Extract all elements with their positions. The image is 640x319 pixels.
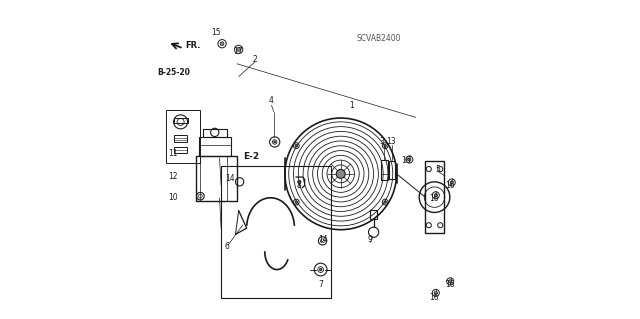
Circle shape [298,180,301,183]
Text: 12: 12 [168,172,177,181]
Circle shape [384,201,387,203]
Text: 8: 8 [296,181,301,189]
Circle shape [295,201,298,203]
Text: 4: 4 [269,96,274,105]
Text: 10: 10 [168,193,177,202]
Text: 11: 11 [168,149,177,158]
Bar [174,147,188,153]
Bar [221,166,331,298]
Bar [381,160,388,180]
Circle shape [384,145,387,147]
Text: 14: 14 [225,174,235,183]
Text: 1: 1 [349,101,354,110]
Text: 16: 16 [429,293,439,302]
Bar [196,156,237,201]
Text: 16: 16 [429,194,439,203]
Bar [203,129,227,137]
Circle shape [449,280,452,283]
Text: 15: 15 [211,28,221,37]
Bar [174,135,188,142]
Text: 14: 14 [317,235,328,244]
Text: 5: 5 [436,165,440,174]
Text: 7: 7 [318,280,323,289]
Circle shape [336,169,345,178]
Text: 16: 16 [445,280,455,289]
Circle shape [408,158,411,161]
Text: 2: 2 [252,55,257,63]
Circle shape [237,48,241,51]
Bar [199,137,230,156]
Bar [173,118,188,123]
Bar [389,161,395,179]
Text: FR.: FR. [186,41,201,50]
Circle shape [450,181,453,184]
Text: 9: 9 [368,235,373,244]
Text: E-2: E-2 [243,152,259,161]
Circle shape [274,141,276,143]
Circle shape [434,291,437,294]
Circle shape [295,145,298,147]
Bar [425,161,444,233]
Text: B-25-20: B-25-20 [157,68,190,77]
Text: SCVAB2400: SCVAB2400 [356,34,401,43]
Text: 16: 16 [401,156,411,165]
Text: 3: 3 [380,137,385,146]
Circle shape [319,268,322,271]
Circle shape [220,42,224,46]
Text: 6: 6 [225,242,229,251]
Bar [166,110,200,163]
Text: 16: 16 [445,181,455,190]
Text: 17: 17 [233,47,243,56]
Text: 13: 13 [386,137,396,146]
Bar [371,210,377,219]
Circle shape [434,194,437,197]
